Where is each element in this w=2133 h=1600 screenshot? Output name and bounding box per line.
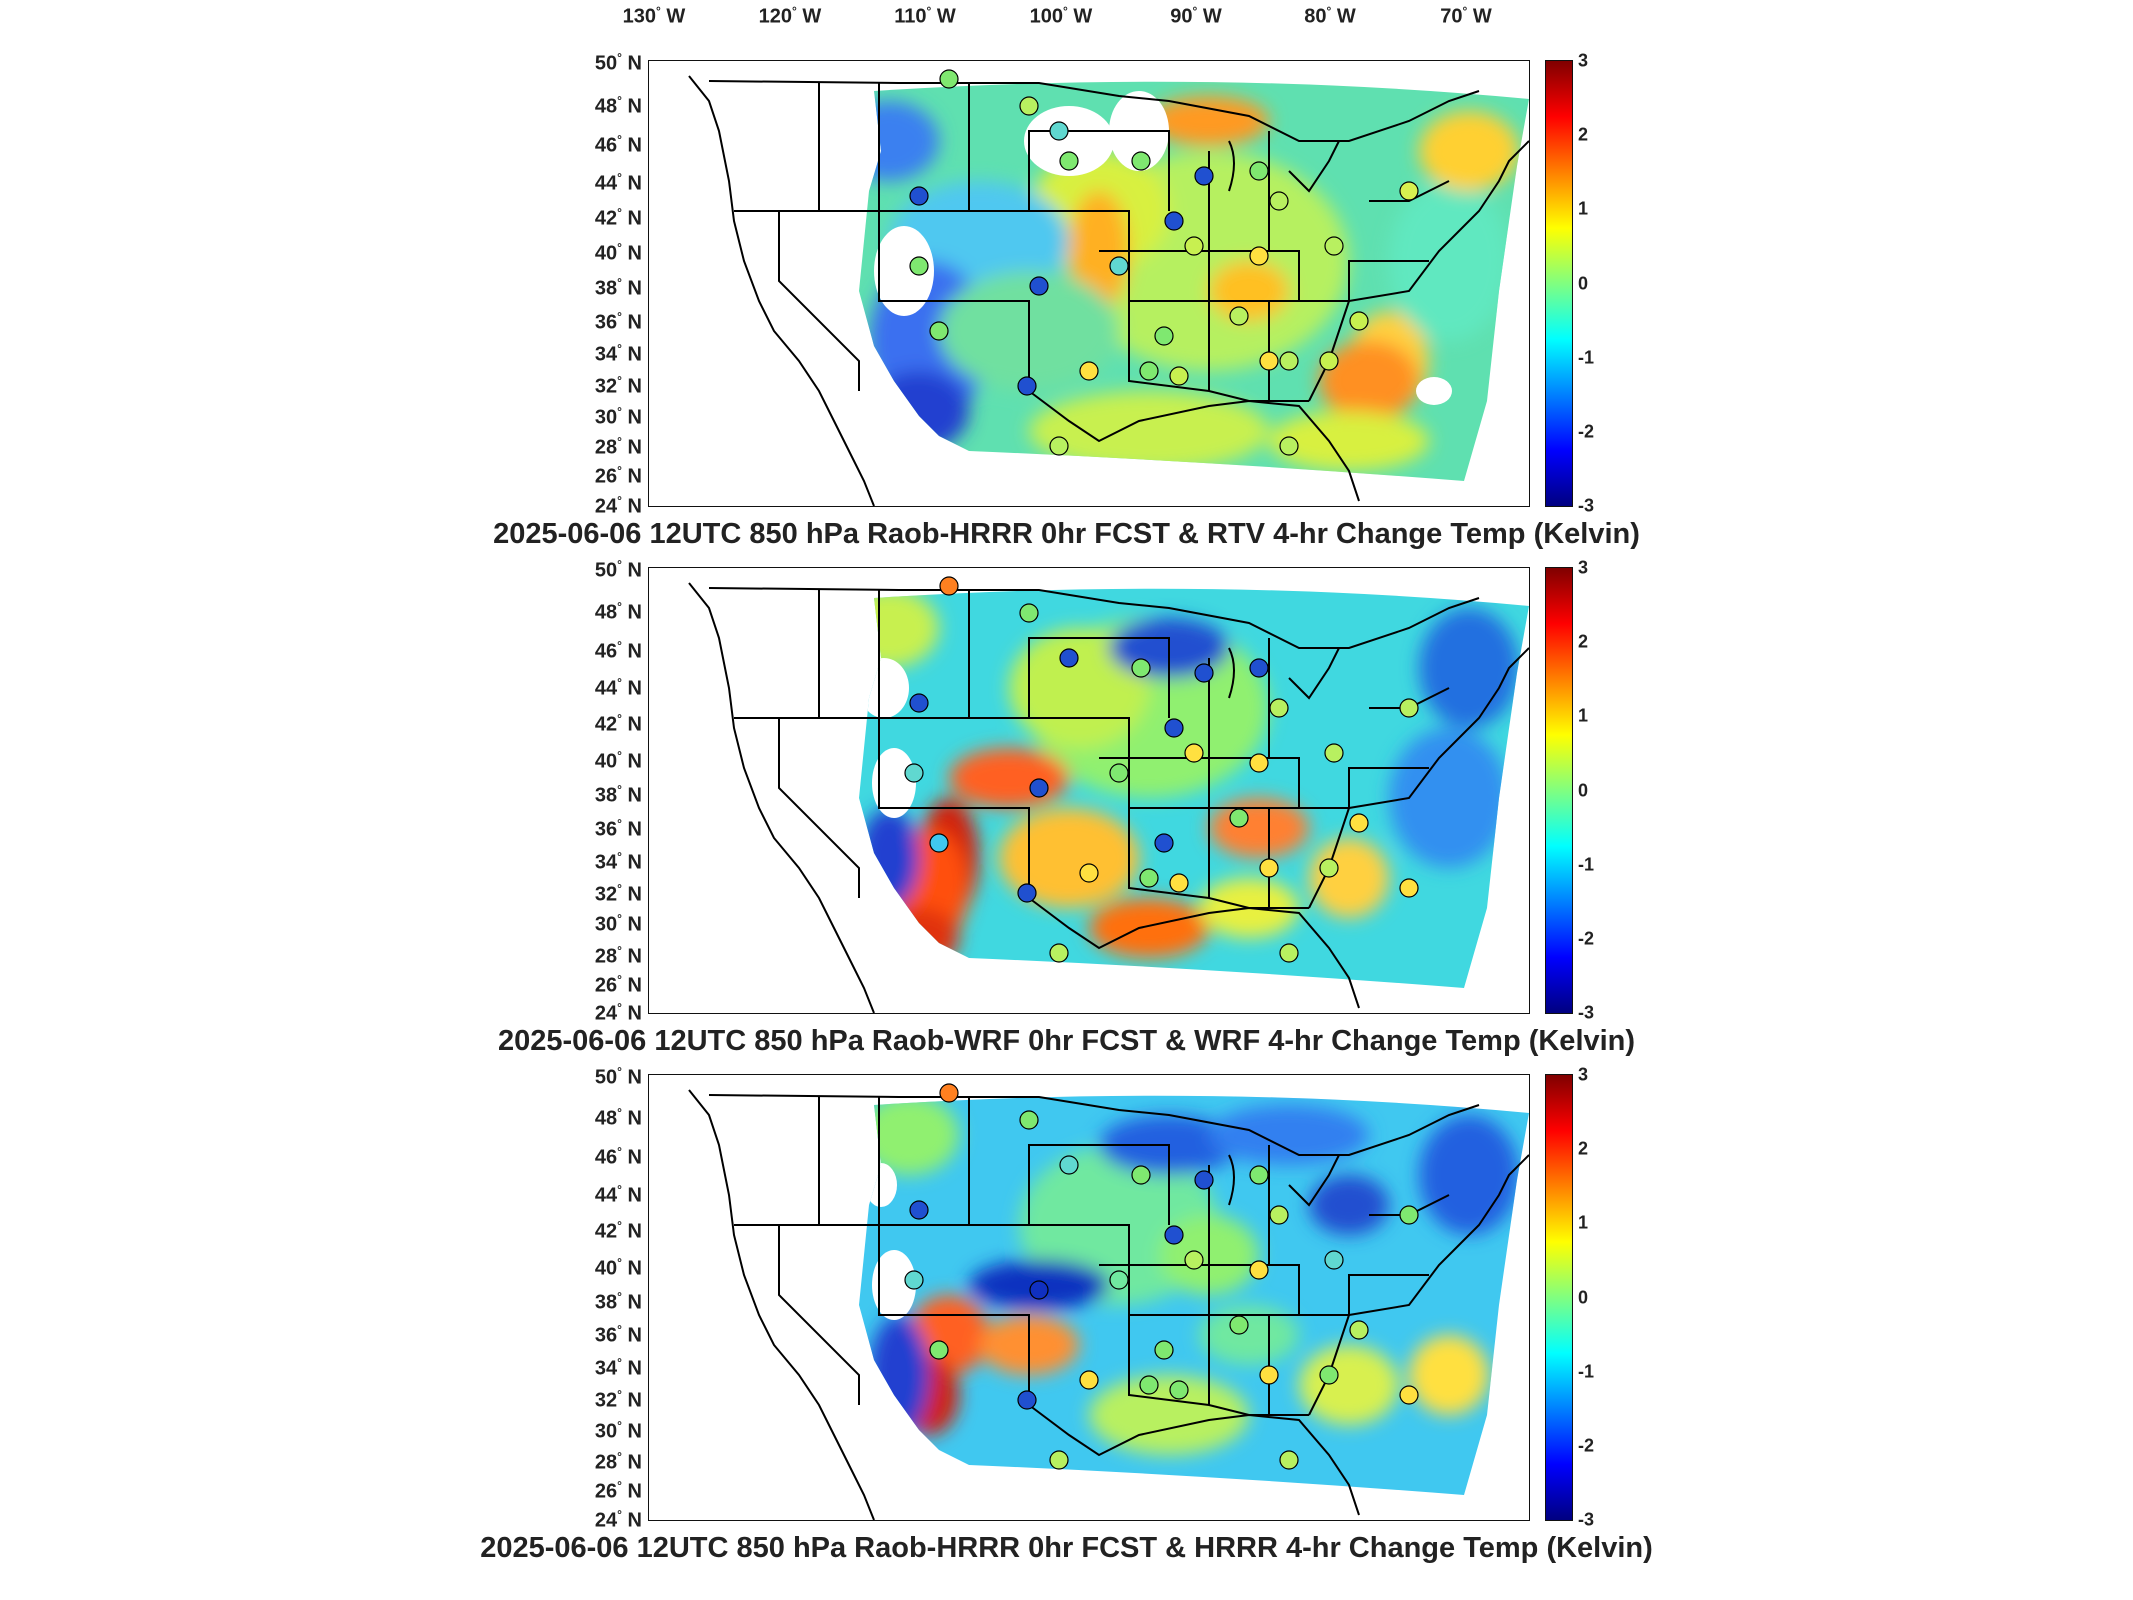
lat-label: 32° N [594, 881, 642, 906]
map-canvas [688, 69, 1529, 506]
lon-label-70: 70° W [1440, 4, 1492, 28]
lat-label: 24° N [594, 1507, 642, 1532]
lat-label: 36° N [594, 309, 642, 334]
colorbar-tick: -2 [1578, 1435, 1595, 1456]
lon-label-90: 90° W [1170, 4, 1222, 28]
colorbar-tick: 3 [1578, 557, 1589, 578]
lon-label-110: 110° W [894, 4, 956, 28]
colorbar [1545, 567, 1573, 1014]
lat-label: 28° N [594, 1449, 642, 1474]
lat-label: 46° N [594, 1144, 642, 1169]
lat-label: 28° N [594, 434, 642, 459]
map-title: 2025-06-06 12UTC 850 hPa Raob-HRRR 0hr F… [493, 518, 1640, 550]
lat-label: 42° N [594, 711, 642, 736]
lon-label-120: 120° W [758, 4, 822, 28]
lat-label: 38° N [594, 1289, 642, 1314]
lat-label: 24° N [594, 1000, 642, 1025]
raob-stations [904, 576, 1419, 963]
colorbar-tick: 2 [1578, 124, 1589, 145]
colorbar [1545, 1074, 1573, 1521]
lat-label: 32° N [594, 1387, 642, 1412]
colorbar-tick: 0 [1578, 1287, 1589, 1308]
lat-label: 48° N [594, 599, 642, 624]
lat-label: 40° N [594, 1255, 642, 1280]
lat-label: 50° N [594, 50, 642, 75]
colorbar [1545, 60, 1573, 507]
colorbar-tick: 2 [1578, 631, 1589, 652]
lat-label: 26° N [594, 972, 642, 997]
lat-label: 46° N [594, 638, 642, 663]
colorbar-tick: -2 [1578, 421, 1595, 442]
colorbar-tick: -3 [1578, 1509, 1595, 1530]
colorbar-tick: -2 [1578, 928, 1595, 949]
colorbar-tick: 0 [1578, 780, 1589, 801]
lat-label: 34° N [594, 849, 642, 874]
lat-label: 48° N [594, 93, 642, 118]
lat-label: 24° N [594, 493, 642, 518]
lat-label: 50° N [594, 557, 642, 582]
lat-label: 44° N [594, 1182, 642, 1207]
lat-label: 36° N [594, 1322, 642, 1347]
lat-label: 32° N [594, 373, 642, 398]
map-title: 2025-06-06 12UTC 850 hPa Raob-HRRR 0hr F… [480, 1532, 1653, 1564]
lat-label: 42° N [594, 205, 642, 230]
lon-label-80: 80° W [1304, 4, 1356, 28]
longitude-axis: 130° W 120° W 110° W 100° W 90° W 80° W … [0, 4, 2133, 44]
map-plot [648, 1074, 1530, 1521]
lat-label: 50° N [594, 1064, 642, 1089]
raob-stations [904, 1083, 1419, 1470]
colorbar-tick: -3 [1578, 495, 1595, 516]
map-canvas [688, 1083, 1529, 1520]
lat-label: 36° N [594, 816, 642, 841]
colorbar-tick: -1 [1578, 854, 1595, 875]
colorbar-tick: 1 [1578, 705, 1589, 726]
colorbar-tick: 1 [1578, 1212, 1589, 1233]
lat-label: 34° N [594, 341, 642, 366]
lat-label: 40° N [594, 240, 642, 265]
colorbar-tick: -1 [1578, 1361, 1595, 1382]
colorbar-tick: 1 [1578, 198, 1589, 219]
colorbar-tick: -3 [1578, 1002, 1595, 1023]
lat-label: 38° N [594, 782, 642, 807]
colorbar-tick: 3 [1578, 1064, 1589, 1085]
colorbar-tick: 3 [1578, 50, 1589, 71]
lat-label: 48° N [594, 1105, 642, 1130]
lat-label: 44° N [594, 675, 642, 700]
raob-stations [909, 69, 1419, 456]
lat-label: 26° N [594, 463, 642, 488]
lat-label: 42° N [594, 1218, 642, 1243]
map-plot [648, 60, 1530, 507]
lon-label-130: 130° W [622, 4, 686, 28]
map-canvas [688, 576, 1529, 1013]
lat-label: 46° N [594, 132, 642, 157]
lat-label: 44° N [594, 170, 642, 195]
map-outlines [688, 1089, 1529, 1520]
colorbar-tick: -1 [1578, 347, 1595, 368]
colorbar-tick: 2 [1578, 1138, 1589, 1159]
lat-label: 30° N [594, 404, 642, 429]
lat-label: 30° N [594, 1418, 642, 1443]
map-outlines [688, 75, 1529, 506]
lat-label: 40° N [594, 748, 642, 773]
lat-label: 38° N [594, 275, 642, 300]
lat-label: 28° N [594, 943, 642, 968]
lon-label-100: 100° W [1029, 4, 1093, 28]
lat-label: 34° N [594, 1355, 642, 1380]
lat-label: 26° N [594, 1478, 642, 1503]
lat-label: 30° N [594, 911, 642, 936]
colorbar-tick: 0 [1578, 273, 1589, 294]
map-title: 2025-06-06 12UTC 850 hPa Raob-WRF 0hr FC… [497, 1025, 1636, 1057]
map-plot [648, 567, 1530, 1014]
